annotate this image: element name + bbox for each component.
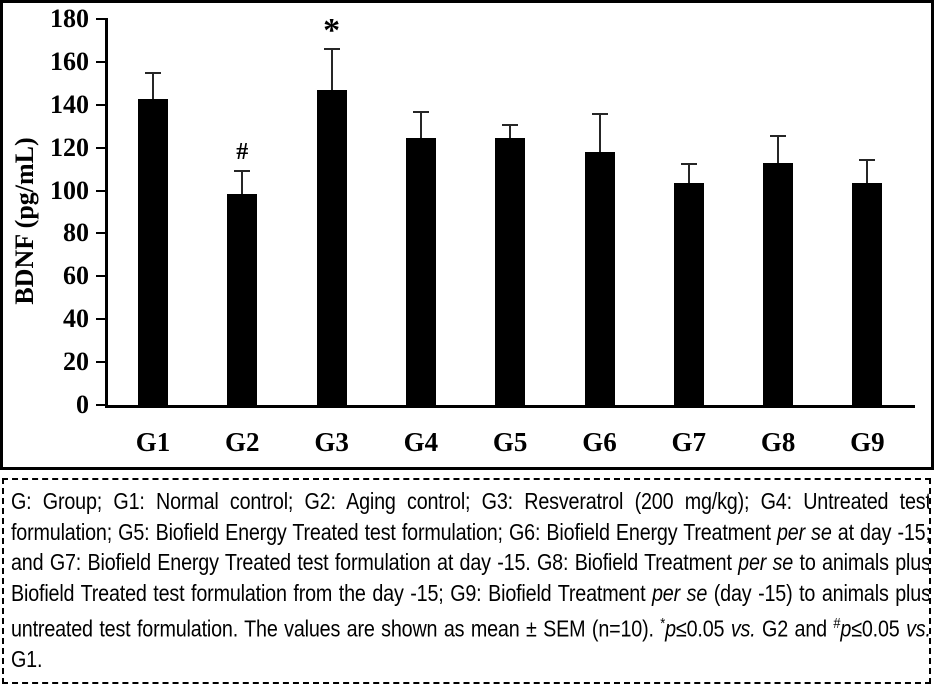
error-bar-g1 [152, 71, 154, 100]
caption-segment: ≤0.05 [675, 615, 731, 642]
y-tick-mark [96, 318, 108, 321]
x-tick-label-g1: G1 [135, 427, 171, 457]
y-tick-label: 180 [50, 4, 89, 33]
error-cap-g8 [770, 134, 787, 137]
caption-segment: at day -15; and G7: Biofield Energy Trea… [11, 518, 931, 576]
caption-segment: vs. [906, 615, 931, 642]
bar-g2 [227, 193, 258, 405]
bar-g8 [763, 162, 794, 405]
error-bar-g8 [777, 134, 780, 163]
figure-caption: G: Group; G1: Normal control; G2: Aging … [11, 486, 931, 675]
error-bar-g6 [598, 113, 601, 152]
caption-segment: G: Group; G1: Normal control; G2: Aging … [11, 488, 931, 545]
error-cap-g7 [680, 162, 697, 165]
x-tick-label-g4: G4 [403, 427, 439, 457]
caption-segment: to animals plus Biofield Treated test fo… [11, 549, 931, 607]
error-cap-g4 [412, 111, 429, 114]
bar-g1 [138, 99, 168, 405]
x-tick-label-g2: G2 [225, 427, 260, 457]
error-bar-g5 [509, 124, 512, 139]
caption-segment: p [840, 615, 852, 642]
bar-g7 [673, 183, 704, 405]
y-tick-label: 120 [50, 132, 89, 162]
error-cap-g2 [234, 170, 251, 173]
x-tick-label-g9: G9 [850, 427, 885, 457]
error-cap-g9 [859, 159, 876, 162]
caption-segment: G1. [11, 646, 43, 673]
significance-marker-g3: * [323, 11, 341, 49]
y-tick-mark [96, 275, 108, 278]
x-tick-label-g6: G6 [582, 427, 617, 457]
caption-segment: per se [738, 549, 794, 576]
y-tick-label: 60 [63, 261, 89, 291]
plot-area: 0 20 40 60 80 100 120 140 160 180 # * G1 G2 G3 G4 G5 G6… [50, 4, 915, 457]
significance-symbol: * [660, 614, 666, 632]
y-tick-label: 0 [76, 390, 89, 419]
caption-segment: per se [776, 518, 832, 545]
bar-g5 [495, 138, 526, 405]
significance-marker-g2: # [236, 139, 249, 166]
y-tick-label: 80 [63, 218, 89, 248]
y-tick-label: 100 [50, 175, 89, 205]
error-cap-g5 [502, 124, 519, 127]
x-axis-line [105, 405, 915, 408]
caption-segment: vs. [730, 615, 756, 642]
bar-g6 [584, 151, 615, 405]
y-tick-label: 160 [50, 46, 89, 76]
y-tick-label: 140 [50, 89, 89, 119]
error-cap-g6 [591, 113, 608, 116]
chart-panel: BDNF (pg/mL) 0 20 40 60 80 100 120 140 160 180 # *… [0, 0, 934, 470]
x-tick-label-g5: G5 [492, 427, 528, 457]
caption-segment: G2 and [755, 615, 834, 642]
caption-segment: ≤0.05 [851, 615, 907, 642]
error-bar-g9 [866, 159, 869, 184]
caption-box: G: Group; G1: Normal control; G2: Aging … [2, 478, 931, 684]
caption-segment: p [665, 615, 676, 642]
error-cap-g1 [145, 71, 161, 74]
error-bar-g7 [687, 162, 690, 184]
significance-symbol: # [833, 614, 841, 632]
y-tick-mark [96, 361, 108, 364]
caption-segment: (day -15) to animals plus untreated test… [11, 580, 931, 642]
y-tick-mark [96, 60, 108, 63]
y-tick-label: 40 [63, 304, 89, 334]
y-tick-mark [96, 404, 108, 406]
y-tick-mark [96, 103, 108, 106]
y-tick-mark [96, 232, 108, 235]
bar-g3 [316, 89, 347, 405]
error-bar-g2 [241, 170, 244, 194]
error-bar-g4 [419, 111, 422, 139]
caption-segment: per se [652, 580, 708, 607]
error-cap-g3 [323, 47, 340, 50]
bar-g4 [405, 138, 436, 405]
y-axis-line [105, 19, 108, 408]
x-tick-label-g8: G8 [760, 427, 796, 457]
y-tick-mark [96, 146, 108, 149]
y-tick-mark [96, 189, 108, 192]
y-tick-mark [96, 18, 108, 20]
y-tick-label: 20 [63, 347, 89, 377]
x-tick-label-g3: G3 [314, 427, 349, 457]
bar-g9 [852, 183, 883, 405]
error-bar-g3 [330, 47, 333, 90]
x-tick-label-g7: G7 [671, 427, 707, 457]
